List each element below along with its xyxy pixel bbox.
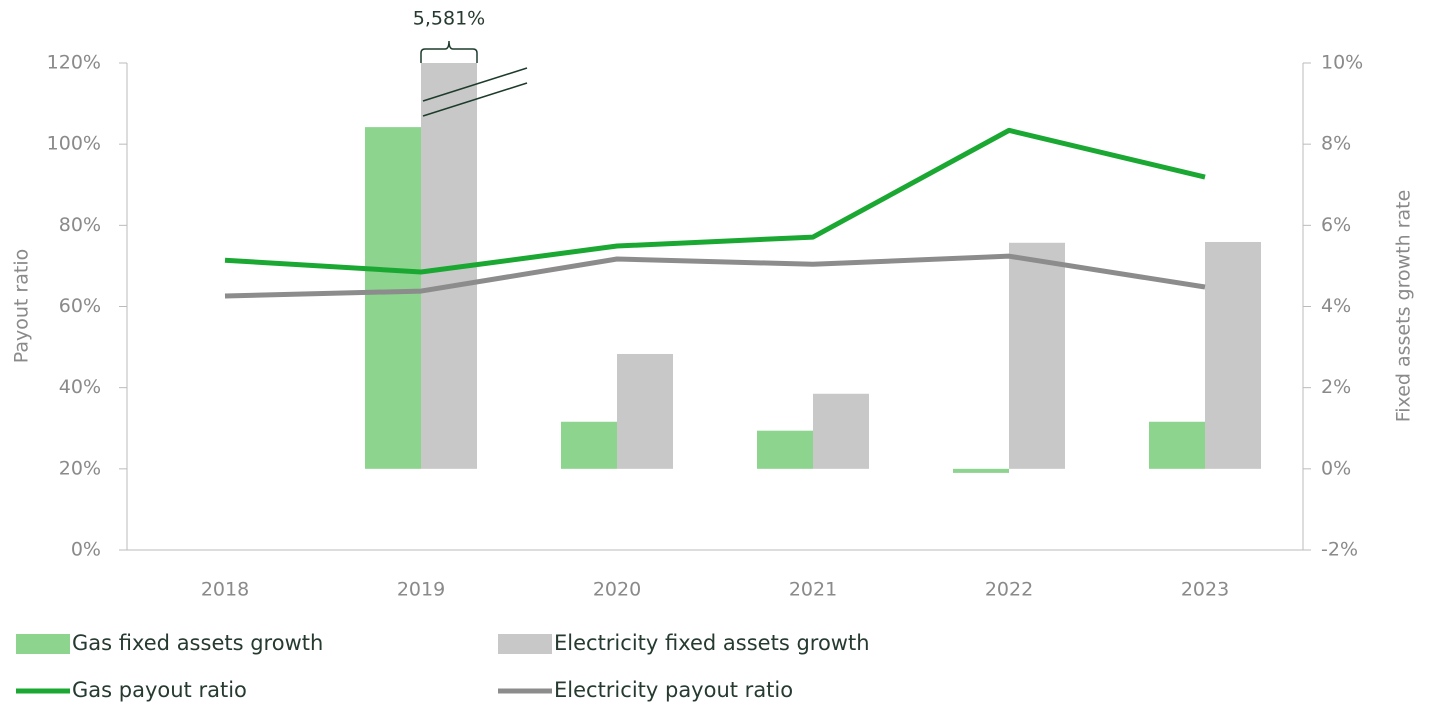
y2-tick-label: 2%	[1321, 376, 1351, 398]
bar	[813, 393, 869, 469]
bar	[365, 127, 421, 469]
x-tick-label: 2022	[985, 579, 1033, 601]
y-tick-label: 60%	[59, 295, 101, 317]
y2-tick-label: 10%	[1321, 52, 1363, 74]
legend-label: Gas payout ratio	[72, 678, 247, 702]
line	[224, 253, 1206, 299]
x-tick-label: 2023	[1181, 579, 1229, 601]
y2-tick-label: 6%	[1321, 214, 1351, 236]
x-tick-label: 2019	[397, 579, 445, 601]
y-axis-label: Payout ratio	[11, 249, 33, 363]
bar	[757, 430, 813, 469]
y-tick-label: 40%	[59, 376, 101, 398]
bar	[561, 421, 617, 469]
bar	[617, 353, 673, 469]
label-bracket	[420, 40, 478, 63]
y-tick-label: 20%	[59, 457, 101, 479]
legend-swatch	[498, 634, 552, 654]
legend-label: Gas fixed assets growth	[72, 631, 323, 655]
line	[224, 127, 1206, 275]
legend-swatch	[16, 634, 70, 654]
y2-tick-label: 4%	[1321, 295, 1351, 317]
legend-label: Electricity payout ratio	[554, 678, 793, 702]
axis-break	[422, 67, 528, 102]
y2-tick-label: 0%	[1321, 457, 1351, 479]
x-tick-label: 2021	[789, 579, 837, 601]
y-tick-label: 0%	[71, 539, 101, 561]
y2-tick-label: 8%	[1321, 133, 1351, 155]
x-tick-label: 2020	[593, 579, 641, 601]
x-tick-label: 2018	[201, 579, 249, 601]
bar	[1009, 242, 1065, 469]
bar	[1149, 421, 1205, 469]
y-tick-label: 80%	[59, 214, 101, 236]
legend-label: Electricity fixed assets growth	[554, 631, 870, 655]
y2-axis-label: Fixed assets growth rate	[1393, 190, 1415, 423]
axis-break	[422, 82, 528, 117]
y-tick-label: 100%	[47, 133, 101, 155]
bar	[1205, 241, 1261, 469]
y2-tick-label: -2%	[1321, 539, 1358, 561]
bar	[953, 468, 1009, 473]
y-tick-label: 120%	[47, 52, 101, 74]
value-label: 5,581%	[413, 8, 485, 30]
